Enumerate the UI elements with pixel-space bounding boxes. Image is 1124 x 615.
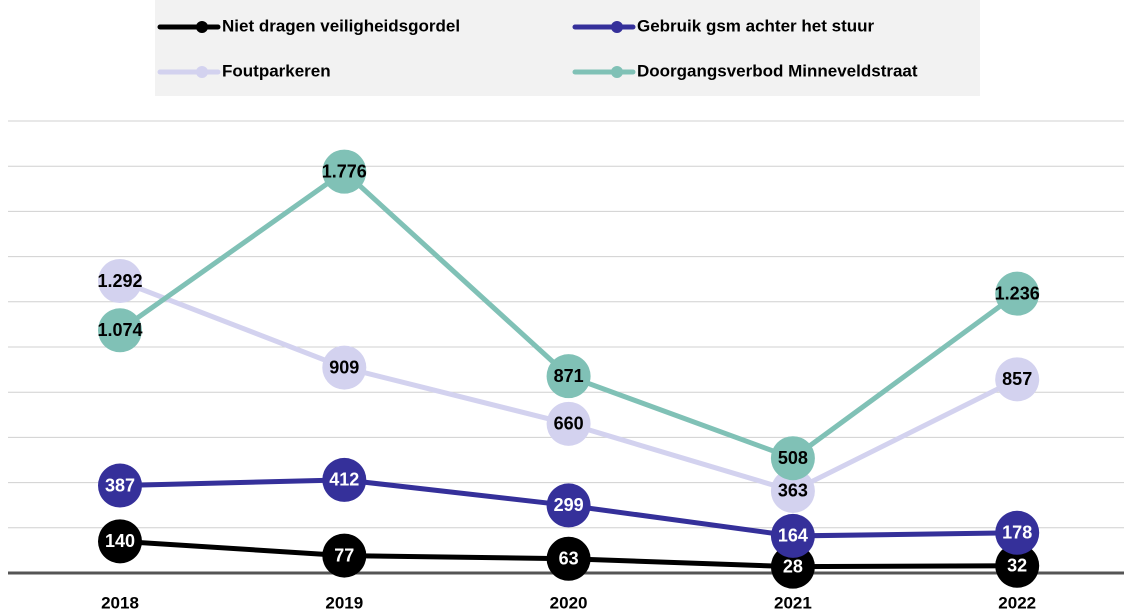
data-label: 1.776 bbox=[322, 161, 367, 181]
data-label: 1.074 bbox=[97, 320, 142, 340]
legend-box bbox=[155, 0, 980, 96]
data-label: 387 bbox=[105, 475, 135, 495]
data-point bbox=[546, 354, 591, 399]
data-point bbox=[98, 519, 142, 564]
legend-marker bbox=[611, 66, 623, 78]
data-point bbox=[995, 543, 1040, 588]
legend-label: Doorgangsverbod Minneveldstraat bbox=[637, 61, 918, 80]
data-point bbox=[770, 544, 815, 589]
data-label: 363 bbox=[778, 481, 808, 501]
data-label: 1.236 bbox=[995, 283, 1040, 303]
legend-marker bbox=[196, 66, 208, 78]
data-label: 28 bbox=[783, 556, 803, 576]
x-tick-label: 2018 bbox=[101, 593, 139, 612]
legend-label: Foutparkeren bbox=[222, 61, 331, 80]
data-point bbox=[98, 463, 142, 508]
x-tick-label: 2019 bbox=[325, 593, 363, 612]
data-point bbox=[995, 271, 1040, 316]
legend-label: Gebruik gsm achter het stuur bbox=[637, 16, 874, 35]
data-label: 164 bbox=[778, 526, 808, 546]
data-point bbox=[322, 149, 367, 194]
data-label: 1.292 bbox=[97, 271, 142, 291]
data-label: 909 bbox=[329, 357, 359, 377]
data-point bbox=[770, 513, 815, 558]
data-label: 299 bbox=[554, 495, 584, 515]
data-point bbox=[770, 436, 815, 481]
data-point bbox=[322, 457, 367, 502]
x-tick-label: 2022 bbox=[998, 593, 1036, 612]
x-tick-label: 2021 bbox=[774, 593, 812, 612]
data-label: 508 bbox=[778, 448, 808, 468]
data-point bbox=[770, 468, 815, 513]
data-label: 32 bbox=[1007, 556, 1027, 576]
data-point bbox=[995, 510, 1040, 555]
data-point bbox=[546, 401, 591, 446]
data-label: 178 bbox=[1002, 523, 1032, 543]
x-tick-label: 2020 bbox=[550, 593, 588, 612]
data-point bbox=[322, 345, 367, 390]
data-label: 857 bbox=[1002, 369, 1032, 389]
data-point bbox=[546, 536, 591, 581]
data-point bbox=[995, 357, 1040, 402]
data-point bbox=[98, 308, 142, 353]
data-label: 412 bbox=[329, 470, 359, 490]
data-point bbox=[98, 259, 142, 304]
legend-marker bbox=[611, 21, 623, 33]
legend-marker bbox=[196, 21, 208, 33]
data-label: 871 bbox=[554, 366, 584, 386]
data-label: 77 bbox=[334, 545, 354, 565]
data-label: 660 bbox=[554, 414, 584, 434]
legend-label: Niet dragen veiligheidsgordel bbox=[222, 16, 460, 35]
data-point bbox=[546, 483, 591, 528]
data-label: 63 bbox=[559, 549, 579, 569]
data-point bbox=[322, 533, 367, 578]
data-label: 140 bbox=[105, 531, 135, 551]
